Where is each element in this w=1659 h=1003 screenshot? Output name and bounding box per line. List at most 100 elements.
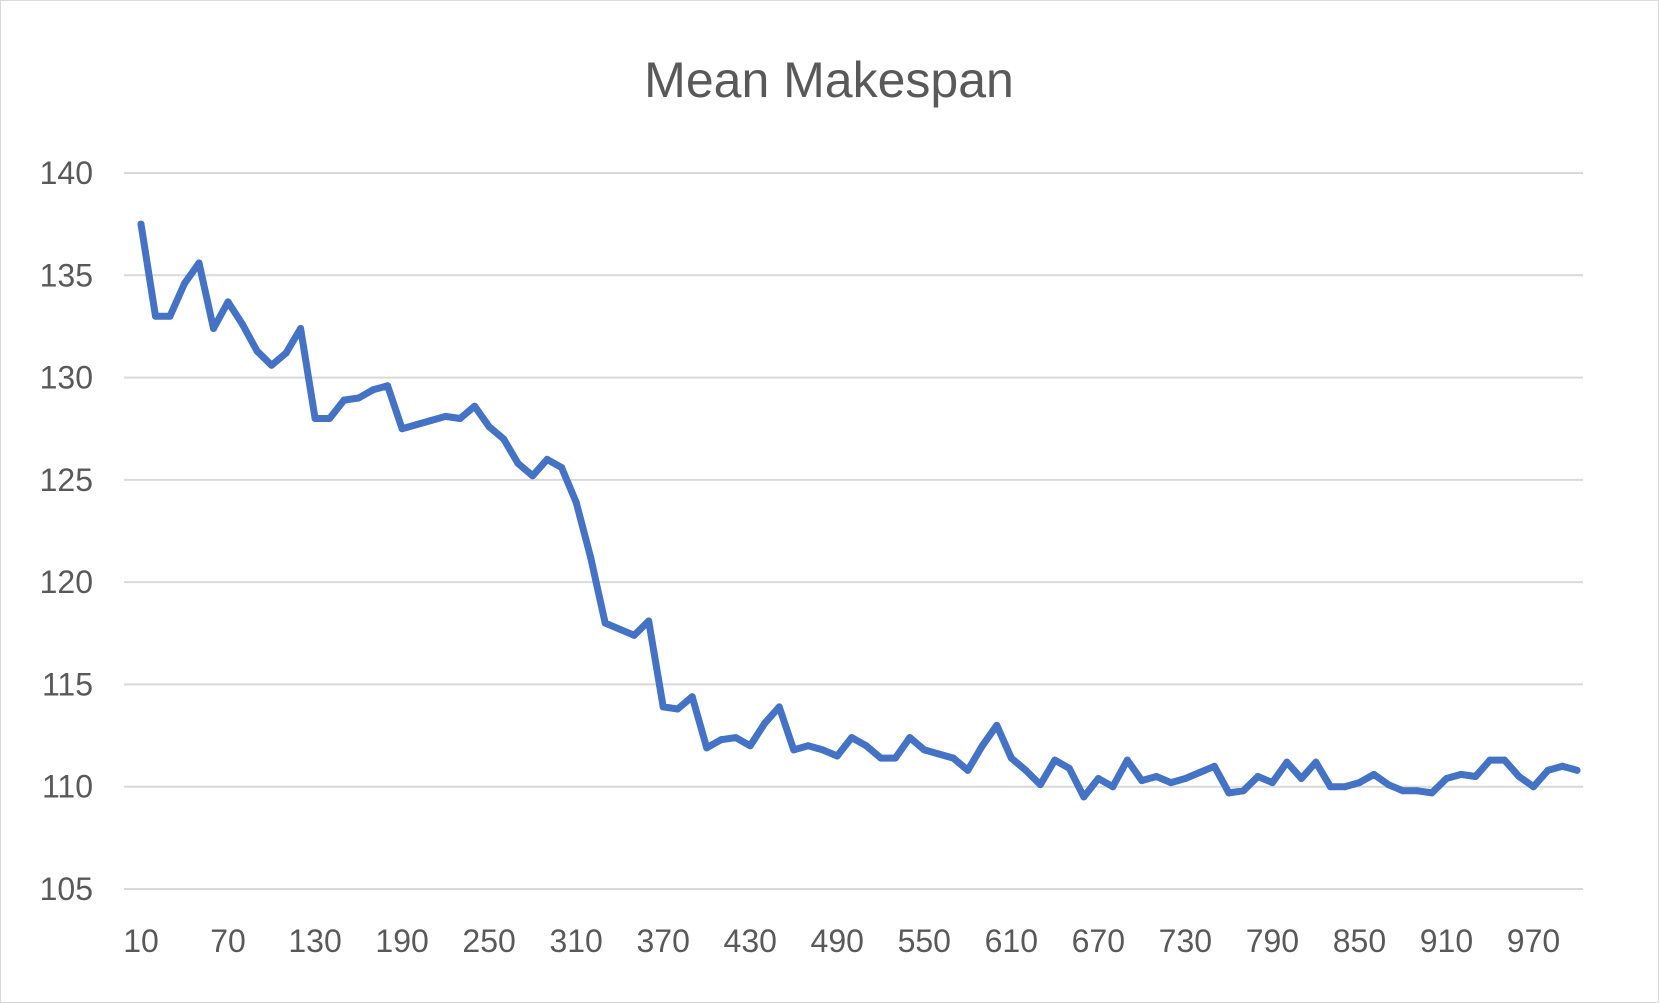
data-point — [1254, 772, 1262, 780]
x-tick-label: 370 — [636, 923, 689, 959]
data-point — [1515, 772, 1523, 780]
data-point — [456, 414, 464, 422]
data-point — [529, 472, 537, 480]
data-point — [746, 742, 754, 750]
x-tick-label: 190 — [375, 923, 428, 959]
data-point — [1399, 787, 1407, 795]
x-tick-label: 970 — [1507, 923, 1560, 959]
data-point — [616, 625, 624, 633]
data-point — [819, 746, 827, 754]
data-point — [282, 349, 290, 357]
data-point — [920, 746, 928, 754]
data-point — [978, 742, 986, 750]
data-point — [152, 312, 160, 320]
data-point — [384, 382, 392, 390]
x-tick-label: 550 — [898, 923, 951, 959]
data-point — [630, 631, 638, 639]
data-point — [906, 734, 914, 742]
data-point — [1341, 783, 1349, 791]
data-point — [572, 498, 580, 506]
data-point — [442, 412, 450, 420]
data-point — [398, 425, 406, 433]
x-tick-label: 10 — [123, 923, 159, 959]
data-point — [471, 402, 479, 410]
data-point — [1109, 783, 1117, 791]
y-tick-label: 130 — [40, 360, 93, 396]
x-tick-label: 490 — [811, 923, 864, 959]
data-point — [1210, 762, 1218, 770]
data-point — [210, 324, 218, 332]
data-point — [804, 742, 812, 750]
data-point — [239, 320, 247, 328]
data-point — [1123, 756, 1131, 764]
data-point — [1544, 766, 1552, 774]
data-point — [166, 312, 174, 320]
data-point — [659, 703, 667, 711]
data-point — [1268, 779, 1276, 787]
data-point — [1196, 768, 1204, 776]
x-tick-label: 310 — [549, 923, 602, 959]
data-point — [485, 423, 493, 431]
data-point — [1152, 772, 1160, 780]
data-point — [1007, 754, 1015, 762]
data-point — [1355, 779, 1363, 787]
data-point — [1297, 775, 1305, 783]
data-point — [1283, 758, 1291, 766]
data-point — [1413, 787, 1421, 795]
data-point — [340, 396, 348, 404]
data-point — [558, 464, 566, 472]
data-point — [1065, 764, 1073, 772]
data-point — [1457, 770, 1465, 778]
y-tick-label: 120 — [40, 564, 93, 600]
data-point — [645, 617, 653, 625]
data-point — [601, 619, 609, 627]
data-point — [703, 744, 711, 752]
data-point — [355, 394, 363, 402]
data-point — [427, 417, 435, 425]
data-point — [862, 742, 870, 750]
data-point — [949, 754, 957, 762]
series-line-0 — [137, 220, 1581, 801]
data-point — [1573, 766, 1581, 774]
data-point — [1051, 756, 1059, 764]
data-point — [674, 705, 682, 713]
data-point — [732, 734, 740, 742]
data-point — [195, 259, 203, 267]
data-point — [253, 347, 261, 355]
series-layer — [137, 220, 1581, 801]
data-point — [775, 703, 783, 711]
data-point — [268, 361, 276, 369]
data-point — [1529, 783, 1537, 791]
data-point — [964, 766, 972, 774]
data-point — [1486, 756, 1494, 764]
x-tick-label: 910 — [1420, 923, 1473, 959]
data-point — [326, 414, 334, 422]
data-point — [587, 554, 595, 562]
data-point — [891, 754, 899, 762]
data-point — [1442, 775, 1450, 783]
x-tick-label: 850 — [1333, 923, 1386, 959]
data-point — [1167, 779, 1175, 787]
x-tick-label: 670 — [1072, 923, 1125, 959]
data-point — [935, 750, 943, 758]
data-point — [181, 279, 189, 287]
data-point — [1471, 772, 1479, 780]
data-point — [1428, 789, 1436, 797]
y-tick-label: 115 — [42, 666, 93, 702]
x-tick-label: 130 — [288, 923, 341, 959]
data-point — [413, 421, 421, 429]
data-point — [1326, 783, 1334, 791]
data-point — [500, 435, 508, 443]
data-point — [1239, 787, 1247, 795]
x-tick-label: 790 — [1246, 923, 1299, 959]
data-point — [790, 746, 798, 754]
data-point — [224, 298, 232, 306]
data-point — [137, 220, 145, 228]
data-point — [1022, 766, 1030, 774]
data-point — [311, 414, 319, 422]
data-point — [1225, 789, 1233, 797]
data-point — [1138, 777, 1146, 785]
data-point — [1036, 781, 1044, 789]
data-point — [514, 459, 522, 467]
